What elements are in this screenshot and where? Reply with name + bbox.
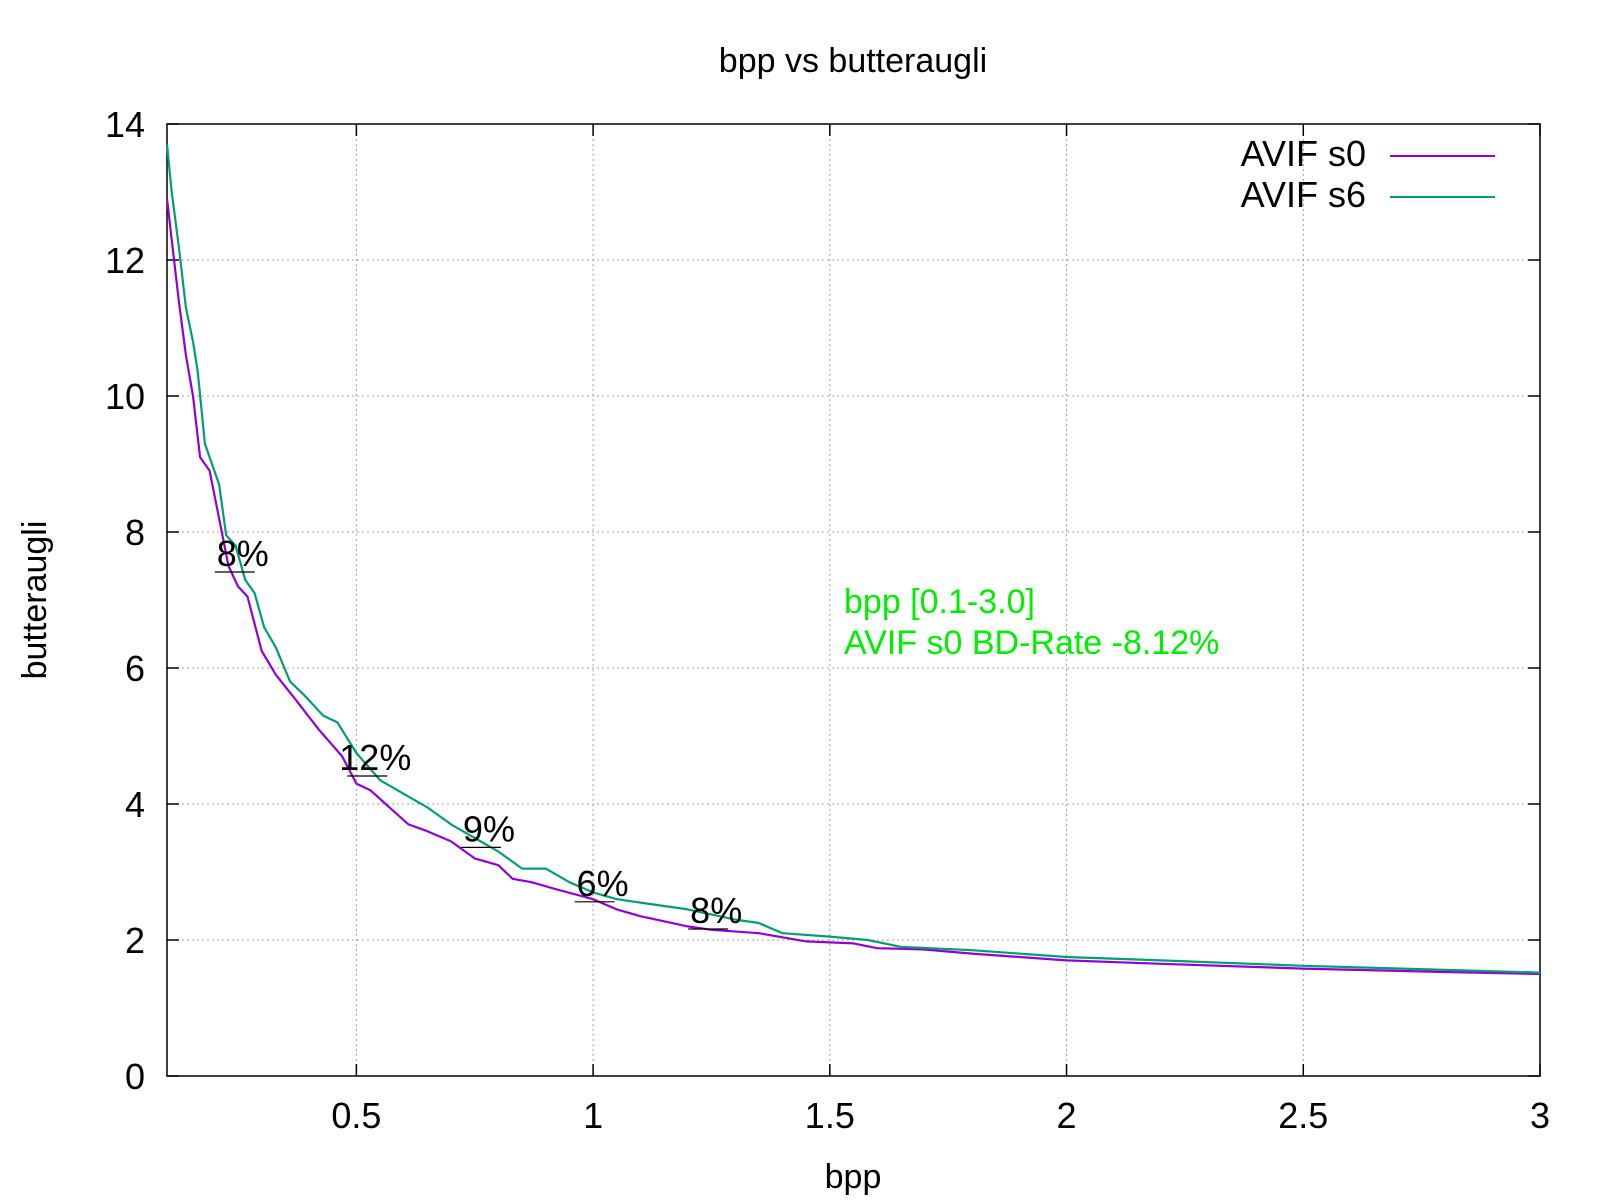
bd-rate-range: bpp [0.1-3.0] — [844, 583, 1035, 621]
series-group — [165, 144, 1541, 976]
gap-label: 9% — [463, 808, 515, 849]
gap-label: 6% — [577, 863, 629, 904]
y-tick-label: 0 — [125, 1056, 145, 1097]
series-line-s0 — [165, 198, 1541, 976]
axis-ticks: 0.5 1 1.5 2 2.5 3 0 2 4 6 8 10 12 14 — [105, 104, 1550, 1136]
y-axis-label: butteraugli — [16, 521, 54, 680]
x-tick-label: 2.5 — [1278, 1095, 1328, 1136]
x-tick-label: 1.5 — [805, 1095, 855, 1136]
chart-title: bpp vs butteraugli — [719, 42, 987, 80]
x-tick-label: 1 — [583, 1095, 603, 1136]
gap-label: 8% — [690, 890, 742, 931]
legend-label-s6: AVIF s6 — [1241, 174, 1366, 215]
bd-rate-value: AVIF s0 BD-Rate -8.12% — [844, 624, 1219, 662]
y-tick-label: 14 — [105, 104, 145, 145]
y-tick-label: 10 — [105, 376, 145, 417]
x-tick-label: 2 — [1057, 1095, 1077, 1136]
x-axis-label: bpp — [825, 1158, 882, 1196]
y-tick-label: 2 — [125, 920, 145, 961]
y-tick-label: 12 — [105, 240, 145, 281]
y-tick-label: 8 — [125, 512, 145, 553]
gap-label: 12% — [339, 737, 411, 778]
gap-annotations: 8% 12% 9% 6% 8% — [214, 533, 742, 931]
series-line-s6 — [165, 144, 1541, 974]
x-tick-label: 3 — [1530, 1095, 1550, 1136]
plot-frame — [166, 123, 1541, 1077]
grid — [167, 124, 1540, 1076]
x-tick-label: 0.5 — [331, 1095, 381, 1136]
y-tick-label: 4 — [125, 784, 145, 825]
gap-label: 8% — [217, 533, 269, 574]
legend-label-s0: AVIF s0 — [1241, 133, 1366, 174]
legend: AVIF s0 AVIF s6 — [1241, 133, 1495, 215]
y-tick-label: 6 — [125, 648, 145, 689]
bd-rate-box: bpp [0.1-3.0] AVIF s0 BD-Rate -8.12% — [844, 583, 1219, 662]
